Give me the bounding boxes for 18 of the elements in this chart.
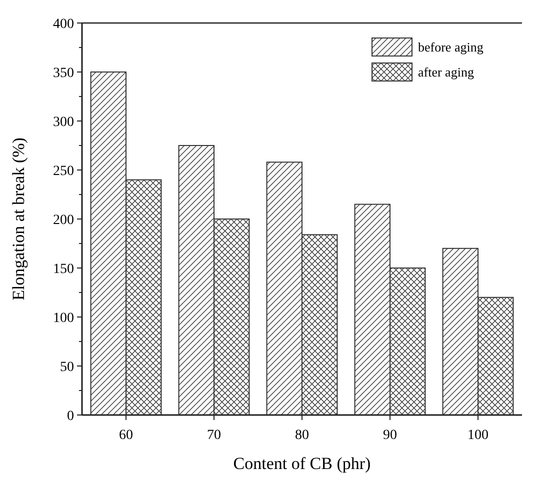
y-tick-label: 400 — [53, 16, 74, 32]
x-tick-label: 90 — [383, 428, 397, 443]
x-tick-label: 80 — [295, 428, 309, 443]
y-tick-label: 0 — [67, 408, 74, 424]
y-axis-title: Elongation at break (%) — [9, 138, 28, 300]
x-tick-label: 60 — [119, 428, 133, 443]
y-tick-label: 250 — [53, 164, 74, 179]
x-tick-label: 100 — [468, 428, 488, 443]
y-tick-label: 150 — [53, 262, 74, 277]
y-tick-label: 50 — [60, 360, 74, 375]
y-tick-label: 300 — [53, 114, 74, 130]
y-tick-label: 200 — [53, 212, 74, 228]
y-tick-label: 350 — [53, 66, 74, 81]
y-tick-label: 100 — [53, 310, 74, 326]
legend-label: after aging — [418, 64, 474, 80]
x-tick-label: 70 — [207, 428, 221, 443]
legend-label: before aging — [418, 40, 484, 55]
x-axis-title: Content of CB (phr) — [233, 454, 371, 473]
